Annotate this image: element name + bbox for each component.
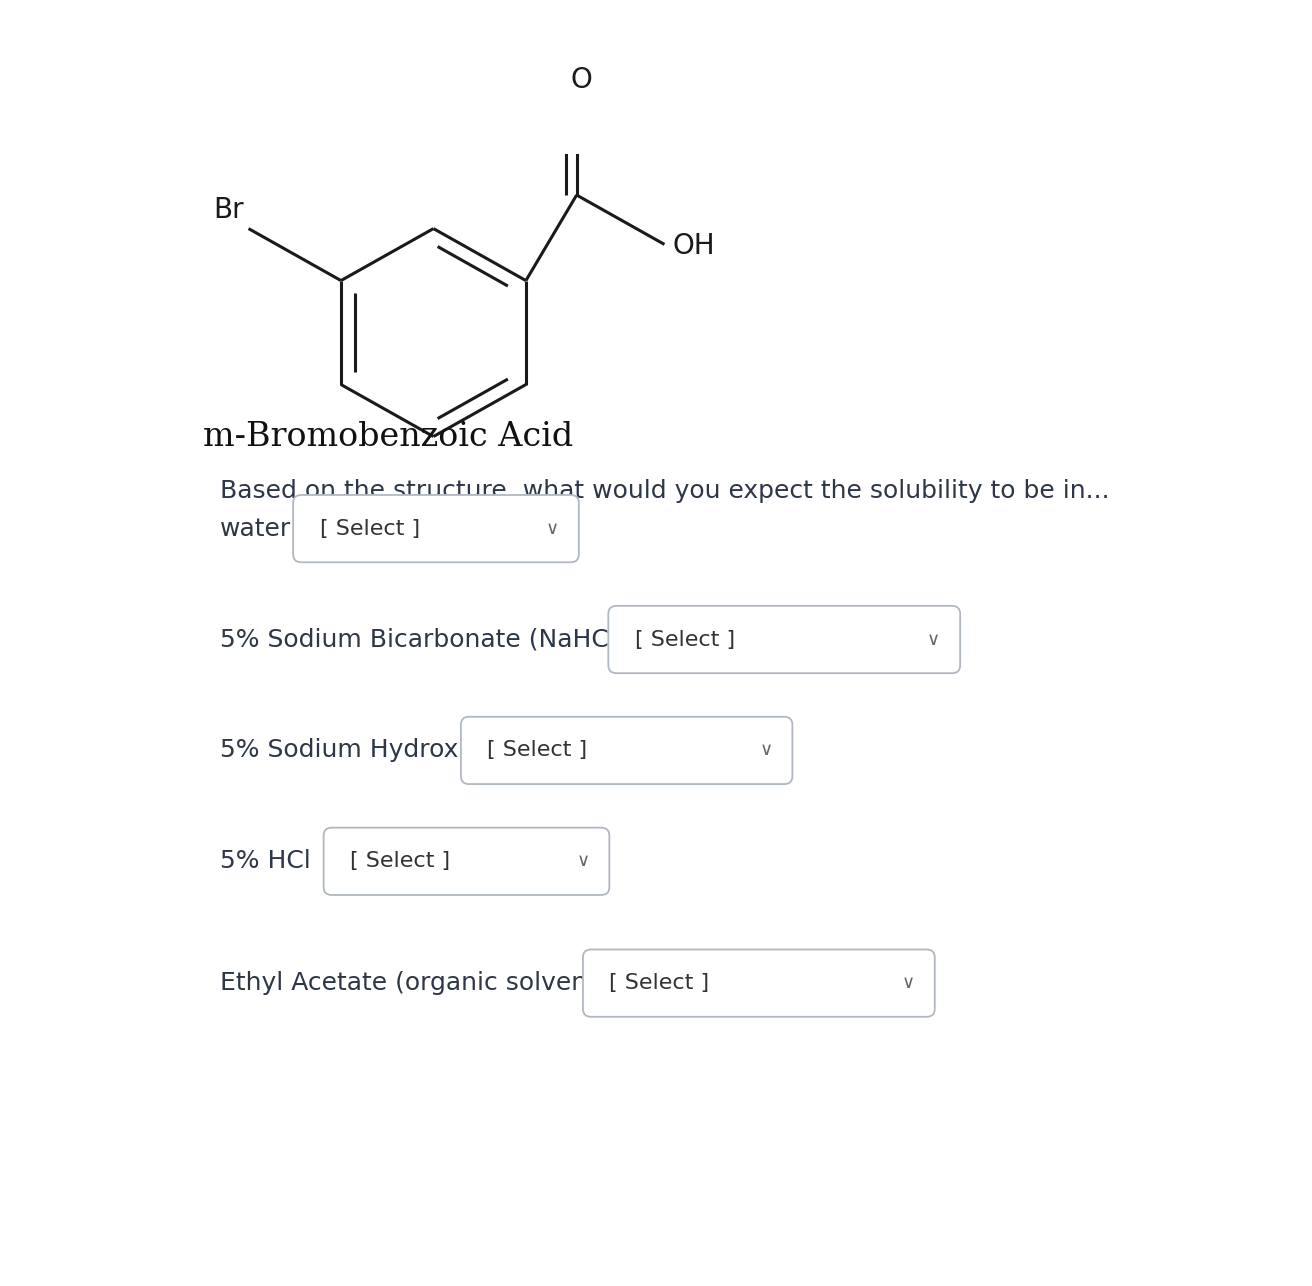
Text: Br: Br [213,195,244,224]
Text: O: O [571,66,593,94]
Text: Based on the structure, what would you expect the solubility to be in...: Based on the structure, what would you e… [220,478,1110,503]
Text: [ Select ]: [ Select ] [487,741,588,760]
Text: ∨: ∨ [760,742,773,760]
FancyBboxPatch shape [461,716,792,784]
Text: [ Select ]: [ Select ] [350,851,450,872]
Text: 5% Sodium Bicarbonate (NaHCO3): 5% Sodium Bicarbonate (NaHCO3) [220,628,653,652]
FancyBboxPatch shape [583,949,934,1017]
Text: ∨: ∨ [576,853,589,871]
FancyBboxPatch shape [324,828,609,895]
Text: water: water [220,517,291,540]
Text: Ethyl Acetate (organic solvent): Ethyl Acetate (organic solvent) [220,971,606,995]
Text: [ Select ]: [ Select ] [609,974,710,993]
Text: m-Bromobenzoic Acid: m-Bromobenzoic Acid [202,421,573,453]
Text: 5% HCl: 5% HCl [220,849,311,873]
FancyBboxPatch shape [293,495,579,562]
Text: ∨: ∨ [928,630,941,648]
Text: [ Select ]: [ Select ] [635,630,735,649]
Text: ∨: ∨ [901,974,914,992]
Text: [ Select ]: [ Select ] [320,518,420,539]
Text: 5% Sodium Hydroxide: 5% Sodium Hydroxide [220,738,496,763]
Text: OH: OH [673,233,715,260]
FancyBboxPatch shape [609,606,960,673]
Text: ∨: ∨ [546,520,559,538]
